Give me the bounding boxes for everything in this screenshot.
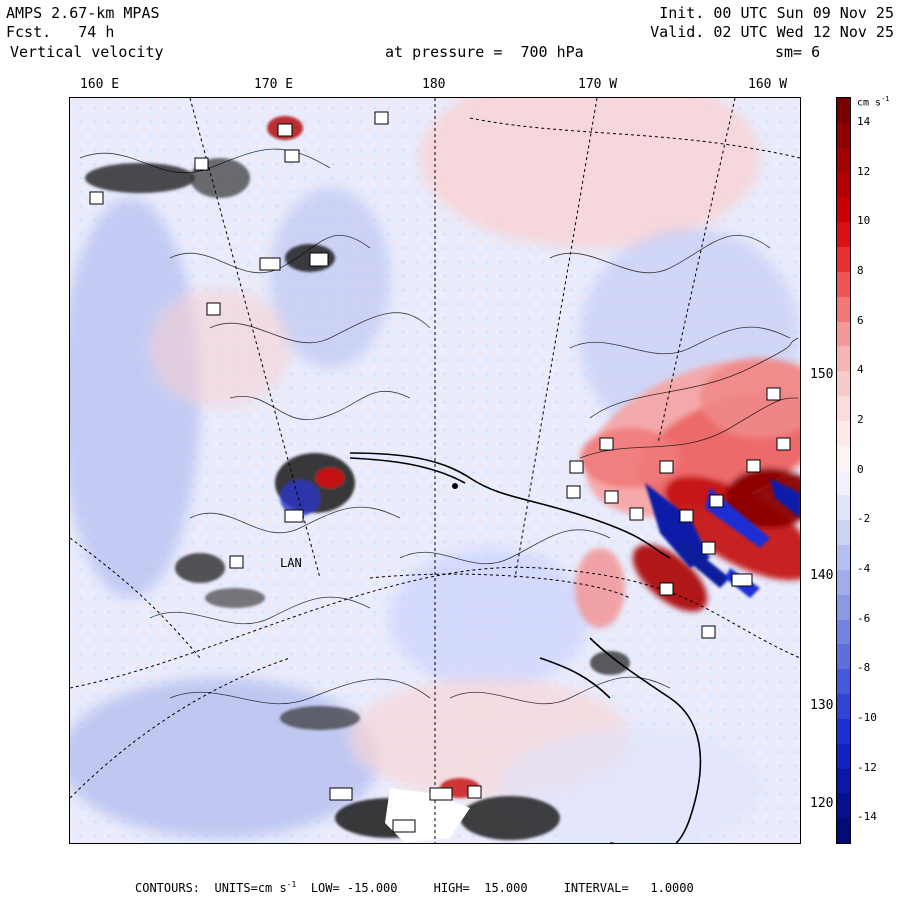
colorbar-segment <box>837 445 850 471</box>
colorbar-segment <box>837 371 850 397</box>
map-field-svg <box>70 98 800 843</box>
colorbar-segment <box>837 669 850 695</box>
contour-low: LOW= -15.000 <box>310 881 398 895</box>
colorbar-segment <box>837 396 850 422</box>
lon-label-160e: 160 E <box>80 77 120 92</box>
colorbar-segment <box>837 271 850 298</box>
colorbar-segment <box>837 793 850 819</box>
colorbar-tick: 10 <box>857 214 871 228</box>
field-name: Vertical velocity <box>10 43 164 61</box>
colorbar-segment <box>837 569 850 596</box>
contour-high: HIGH= 15.000 <box>433 881 528 895</box>
colorbar-segment <box>837 619 850 645</box>
colorbar-tick: 6 <box>857 313 864 327</box>
colorbar-tick: -4 <box>857 561 871 575</box>
forecast-hour: Fcst. 74 h <box>6 23 115 41</box>
colorbar-tick: 2 <box>857 412 864 426</box>
colorbar <box>836 97 851 844</box>
valid-time: Valid. 02 UTC Wed 12 Nov 25 <box>650 23 894 41</box>
place-label-lan: LAN <box>280 556 302 570</box>
contour-interval: INTERVAL= 1.0000 <box>563 881 694 895</box>
model-title: AMPS 2.67-km MPAS <box>6 4 160 22</box>
colorbar-segment <box>837 122 850 149</box>
colorbar-tick: 4 <box>857 363 864 377</box>
colorbar-segment <box>837 346 850 372</box>
colorbar-segment <box>837 98 850 124</box>
colorbar-tick: -14 <box>857 810 877 824</box>
colorbar-tick: -6 <box>857 611 871 625</box>
colorbar-segment <box>837 768 850 794</box>
pressure-level: at pressure = 700 hPa <box>385 43 584 61</box>
colorbar-segment <box>837 594 850 620</box>
colorbar-segment <box>837 321 850 347</box>
lon-label-170e: 170 E <box>254 77 294 92</box>
smoothing-label: sm= 6 <box>775 43 821 61</box>
colorbar-tick: -2 <box>857 512 871 526</box>
init-time: Init. 00 UTC Sun 09 Nov 25 <box>659 4 894 22</box>
colorbar-tick: 12 <box>857 164 871 178</box>
colorbar-segment <box>837 545 850 571</box>
colorbar-segment <box>837 197 850 223</box>
lon-label-180: 180 <box>422 77 446 92</box>
colorbar-segment <box>837 495 850 521</box>
colorbar-tick: 0 <box>857 462 864 476</box>
lon-label-160w: 160 W <box>748 77 788 92</box>
colorbar-segment <box>837 147 850 173</box>
colorbar-tick: -12 <box>857 760 877 774</box>
colorbar-segment <box>837 296 850 322</box>
colorbar-segment <box>837 694 850 720</box>
lon-label-170w: 170 W <box>578 77 618 92</box>
colorbar-tick: 14 <box>857 114 871 128</box>
contour-units-exp: -1 <box>286 880 297 889</box>
colorbar-segment <box>837 818 850 844</box>
colorbar-segment <box>837 247 850 273</box>
colorbar-segment <box>837 718 850 745</box>
colorbar-unit: cm s-1 <box>857 95 890 109</box>
colorbar-segment <box>837 420 850 447</box>
colorbar-segment <box>837 222 850 248</box>
colorbar-tick: -10 <box>857 710 877 724</box>
colorbar-segment <box>837 172 850 198</box>
colorbar-tick: 8 <box>857 263 864 277</box>
colorbar-segment <box>837 470 850 496</box>
colorbar-segment <box>837 644 850 670</box>
colorbar-tick: -8 <box>857 661 871 675</box>
vertical-velocity-map: LAN <box>69 97 801 844</box>
marker-boxes <box>89 111 791 833</box>
contour-units: CONTOURS: UNITS=cm s <box>135 881 287 895</box>
colorbar-segment <box>837 743 850 769</box>
contour-info: CONTOURS: UNITS=cm s-1 LOW= -15.000 HIGH… <box>135 880 694 895</box>
colorbar-segment <box>837 520 850 546</box>
